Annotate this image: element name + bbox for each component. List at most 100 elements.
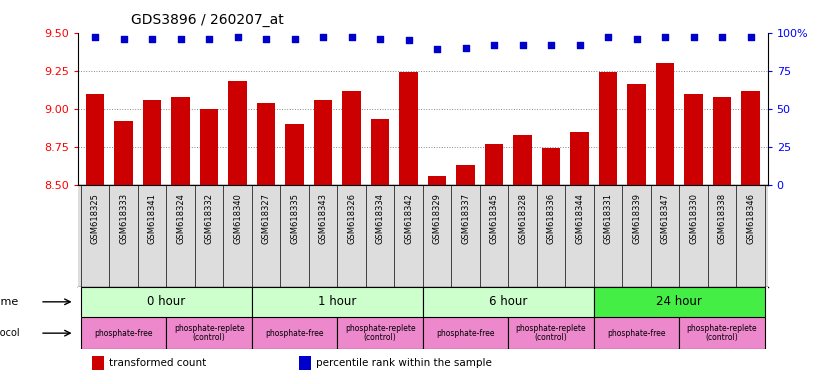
Point xyxy=(145,36,158,42)
Bar xyxy=(594,286,765,317)
Text: GSM618330: GSM618330 xyxy=(689,193,698,244)
Text: GSM618342: GSM618342 xyxy=(404,193,413,244)
Text: GSM618337: GSM618337 xyxy=(461,193,470,244)
Bar xyxy=(342,91,361,185)
Text: GSM618329: GSM618329 xyxy=(433,193,442,244)
Bar xyxy=(228,81,247,185)
Bar xyxy=(713,97,732,185)
Text: GSM618332: GSM618332 xyxy=(204,193,213,244)
Text: 24 hour: 24 hour xyxy=(656,295,702,308)
Text: GSM618346: GSM618346 xyxy=(746,193,755,244)
Text: phosphate-free: phosphate-free xyxy=(436,329,495,338)
Text: phosphate-replete
(control): phosphate-replete (control) xyxy=(516,324,586,343)
Bar xyxy=(542,149,560,185)
Text: GSM618326: GSM618326 xyxy=(347,193,356,244)
Bar xyxy=(286,124,304,185)
Bar xyxy=(508,317,594,349)
Text: transformed count: transformed count xyxy=(109,358,206,368)
Point xyxy=(89,34,102,40)
Text: GSM618338: GSM618338 xyxy=(718,193,727,244)
Bar xyxy=(200,109,218,185)
Bar xyxy=(337,317,423,349)
Bar xyxy=(684,94,703,185)
Point xyxy=(573,42,586,48)
Bar xyxy=(80,286,252,317)
Bar xyxy=(252,286,423,317)
Text: GSM618336: GSM618336 xyxy=(547,193,556,244)
Bar xyxy=(571,132,589,185)
Point xyxy=(630,36,643,42)
Point xyxy=(117,36,131,42)
Bar xyxy=(167,317,252,349)
Bar xyxy=(428,176,447,185)
Point xyxy=(288,36,301,42)
Text: GSM618328: GSM618328 xyxy=(518,193,527,244)
Text: phosphate-free: phosphate-free xyxy=(265,329,323,338)
Bar xyxy=(371,119,389,185)
Point xyxy=(715,34,728,40)
Text: GSM618344: GSM618344 xyxy=(575,193,584,244)
Bar xyxy=(599,72,617,185)
Bar xyxy=(627,84,646,185)
Text: GSM618327: GSM618327 xyxy=(262,193,271,244)
Point xyxy=(516,42,529,48)
Bar xyxy=(143,100,162,185)
Text: phosphate-replete
(control): phosphate-replete (control) xyxy=(686,324,757,343)
Text: 1 hour: 1 hour xyxy=(318,295,356,308)
Text: GSM618324: GSM618324 xyxy=(176,193,185,244)
Bar xyxy=(252,317,337,349)
Point xyxy=(345,34,358,40)
Text: 0 hour: 0 hour xyxy=(147,295,186,308)
Bar xyxy=(257,103,275,185)
Point xyxy=(602,34,615,40)
Text: phosphate-free: phosphate-free xyxy=(94,329,153,338)
Point xyxy=(259,36,273,42)
Point xyxy=(317,34,330,40)
Text: GSM618331: GSM618331 xyxy=(603,193,612,244)
Bar xyxy=(399,72,418,185)
Bar xyxy=(172,97,190,185)
Bar xyxy=(484,144,503,185)
Point xyxy=(430,46,443,53)
Text: phosphate-replete
(control): phosphate-replete (control) xyxy=(345,324,415,343)
Point xyxy=(658,34,672,40)
Text: GSM618335: GSM618335 xyxy=(290,193,299,244)
Bar xyxy=(423,317,508,349)
Text: GSM618325: GSM618325 xyxy=(90,193,99,244)
Text: GSM618334: GSM618334 xyxy=(375,193,384,244)
Text: percentile rank within the sample: percentile rank within the sample xyxy=(316,358,492,368)
Point xyxy=(402,37,415,43)
Text: GSM618343: GSM618343 xyxy=(319,193,328,244)
Text: GSM618339: GSM618339 xyxy=(632,193,641,244)
Text: time: time xyxy=(0,297,20,307)
Point xyxy=(203,36,216,42)
Bar xyxy=(92,356,104,369)
Text: growth protocol: growth protocol xyxy=(0,328,20,338)
Text: GSM618340: GSM618340 xyxy=(233,193,242,244)
Text: GSM618341: GSM618341 xyxy=(148,193,157,244)
Bar xyxy=(80,317,167,349)
Text: GSM618345: GSM618345 xyxy=(489,193,498,244)
Point xyxy=(744,34,757,40)
Text: GSM618347: GSM618347 xyxy=(661,193,670,244)
Text: 6 hour: 6 hour xyxy=(489,295,528,308)
Bar xyxy=(679,317,765,349)
Bar xyxy=(594,317,679,349)
Text: phosphate-free: phosphate-free xyxy=(608,329,666,338)
Bar xyxy=(299,356,311,369)
Point xyxy=(544,42,557,48)
Bar xyxy=(741,91,759,185)
Text: GSM618333: GSM618333 xyxy=(119,193,128,244)
Bar xyxy=(114,121,133,185)
Point xyxy=(174,36,187,42)
Point xyxy=(687,34,700,40)
Text: phosphate-replete
(control): phosphate-replete (control) xyxy=(174,324,245,343)
Text: GDS3896 / 260207_at: GDS3896 / 260207_at xyxy=(131,13,284,27)
Bar xyxy=(423,286,594,317)
Bar xyxy=(456,165,475,185)
Point xyxy=(374,36,387,42)
Bar xyxy=(314,100,333,185)
Bar xyxy=(86,94,104,185)
Point xyxy=(488,42,501,48)
Point xyxy=(231,34,244,40)
